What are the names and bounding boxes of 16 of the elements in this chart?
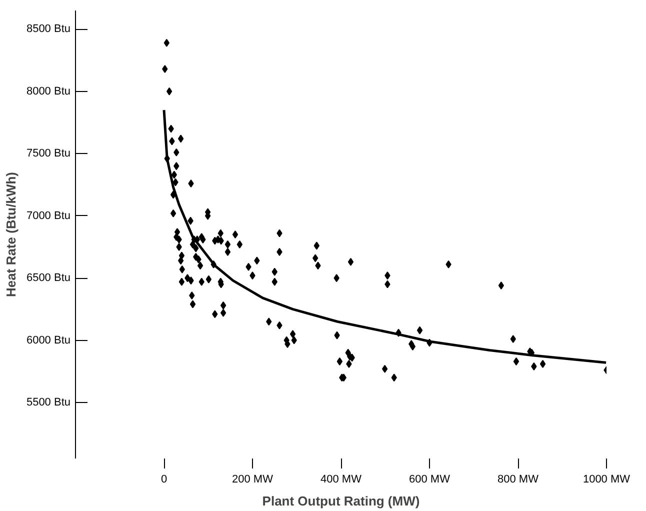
x-tick-label: 0 xyxy=(160,474,168,486)
y-tick-label: 7500 Btu xyxy=(26,148,71,160)
x-tick-label: 600 MW xyxy=(409,474,451,486)
x-tick-label: 800 MW xyxy=(498,474,540,486)
x-axis-title: Plant Output Rating (MW) xyxy=(262,494,420,508)
y-axis-title: Heat Rate (Btu/kWh) xyxy=(3,172,18,297)
line-series xyxy=(162,108,606,364)
x-tick-label: 200 MW xyxy=(232,474,274,486)
y-tick-label: 6000 Btu xyxy=(26,334,71,346)
x-tick-label: 400 MW xyxy=(320,474,362,486)
y-tick-label: 7000 Btu xyxy=(26,210,71,222)
x-tick-label: 1000 MW xyxy=(582,474,631,486)
y-tick-label: 8000 Btu xyxy=(26,85,71,98)
y-tick-label: 8500 Btu xyxy=(26,23,71,36)
y-tick-label: 6500 Btu xyxy=(26,272,71,284)
y-tick-label: 5500 Btu xyxy=(26,396,71,408)
